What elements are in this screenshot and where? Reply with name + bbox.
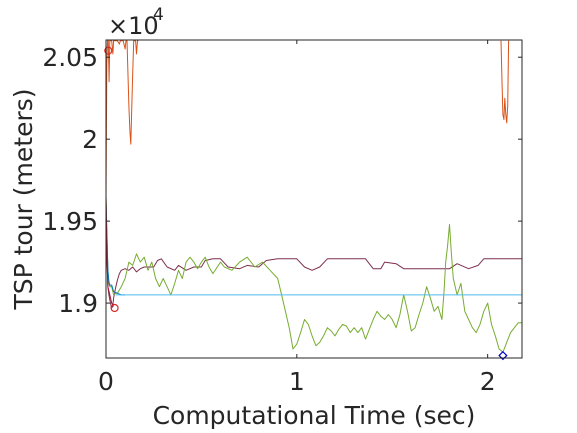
circle-marker-2 xyxy=(110,303,119,313)
series-line-4 xyxy=(106,204,126,296)
y-exponent-power: 4 xyxy=(153,5,164,25)
y-tick-label: 2.05 xyxy=(42,43,98,72)
diamond-marker-3 xyxy=(498,350,508,361)
x-tick-label: 2 xyxy=(480,367,496,396)
series-line-1 xyxy=(106,40,139,197)
marker-layer xyxy=(104,46,508,361)
y-tick-label: 2 xyxy=(82,125,98,154)
tick-layer: 0 1 2 1.9 1.95 2 2.05 xyxy=(42,40,522,396)
series-line-1-b xyxy=(500,40,510,124)
y-axis-label: TSP tour (meters) xyxy=(9,88,38,310)
series-layer xyxy=(106,40,522,353)
x-axis-label: Computational Time (sec) xyxy=(153,401,476,430)
x-tick-label: 1 xyxy=(289,367,305,396)
series-line-2 xyxy=(106,196,522,309)
series-line-6 xyxy=(106,196,115,307)
y-tick-label: 1.95 xyxy=(42,207,98,236)
series-line-3 xyxy=(106,196,522,353)
y-exponent-base: ×10 xyxy=(108,12,159,40)
plot-area xyxy=(106,40,522,358)
x-tick-label: 0 xyxy=(98,367,114,396)
circle-marker-1 xyxy=(104,46,113,55)
plot-frame xyxy=(105,39,523,359)
y-tick-label: 1.9 xyxy=(58,289,98,318)
